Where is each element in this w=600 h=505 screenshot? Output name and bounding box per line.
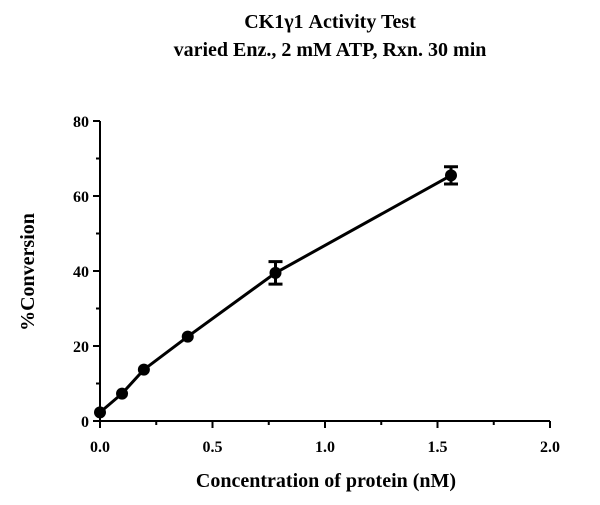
y-tick-label: 60 — [73, 189, 89, 206]
x-tick-label: 0.0 — [90, 439, 110, 456]
x-tick-label: 1.5 — [428, 439, 448, 456]
series-group — [94, 165, 458, 419]
data-point — [94, 406, 106, 419]
data-point — [181, 330, 194, 343]
x-tick-label: 2.0 — [540, 439, 560, 456]
x-axis-label: Concentration of protein (nM) — [196, 470, 456, 492]
data-point — [137, 363, 150, 376]
y-tick-label: 20 — [73, 339, 89, 356]
x-ticks: 0.0 0.5 1.0 1.5 2.0 — [90, 421, 560, 456]
y-ticks: 0 20 40 60 80 — [73, 114, 100, 431]
axes — [99, 121, 550, 422]
x-tick-label: 1.0 — [315, 439, 335, 456]
chart-subtitle: varied Enz., 2 mM ATP, Rxn. 30 min — [174, 39, 487, 61]
series-line — [99, 174, 452, 414]
data-point — [269, 266, 282, 279]
y-axis-label: %Conversion — [17, 213, 39, 331]
data-point — [116, 387, 129, 400]
chart-title: CK1γ1 Activity Test — [244, 11, 416, 33]
y-tick-label: 40 — [73, 264, 89, 281]
y-tick-label: 0 — [81, 414, 89, 431]
y-tick-label: 80 — [73, 114, 89, 131]
x-tick-label: 0.5 — [203, 439, 223, 456]
data-point — [445, 169, 457, 182]
